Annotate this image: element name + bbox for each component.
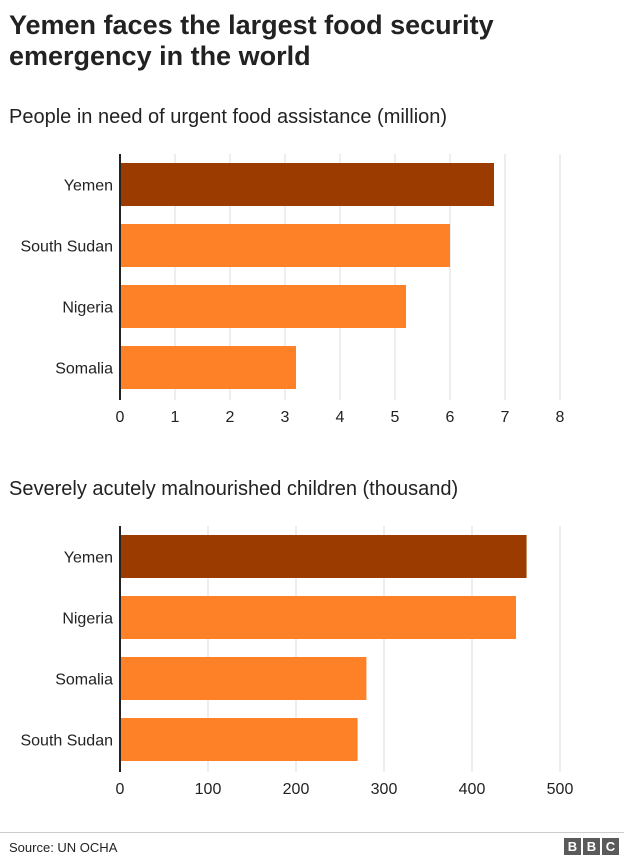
x-tick-label: 400 — [459, 781, 486, 798]
chart2-malnourished-children: Yemen Nigeria Somalia South Sudan 0 100 200 300… — [20, 526, 574, 798]
category-label: South Sudan — [20, 239, 113, 256]
footer-divider — [0, 832, 624, 833]
category-label: Nigeria — [62, 300, 113, 317]
x-tick-label: 0 — [116, 781, 125, 798]
chart1-title: People in need of urgent food assistance… — [9, 106, 448, 128]
category-label: Nigeria — [62, 611, 113, 628]
category-label: South Sudan — [20, 733, 113, 750]
x-tick-label: 0 — [116, 409, 125, 426]
bar-south-sudan — [120, 718, 358, 761]
x-tick-label: 4 — [336, 409, 345, 426]
bbc-logo: B B C — [564, 838, 619, 855]
x-tick-label: 6 — [446, 409, 455, 426]
category-label: Somalia — [55, 672, 113, 689]
x-tick-label: 300 — [371, 781, 398, 798]
bar-nigeria — [120, 285, 406, 328]
x-tick-label: 5 — [391, 409, 400, 426]
x-tick-label: 3 — [281, 409, 290, 426]
bar-nigeria — [120, 596, 516, 639]
x-tick-label: 500 — [547, 781, 574, 798]
category-label: Yemen — [64, 550, 113, 567]
bar-somalia — [120, 346, 296, 389]
bar-yemen — [120, 163, 494, 206]
category-label: Yemen — [64, 178, 113, 195]
bar-south-sudan — [120, 224, 450, 267]
x-tick-label: 8 — [556, 409, 565, 426]
chart2-title: Severely acutely malnourished children (… — [9, 478, 459, 500]
bbc-logo-letter: B — [564, 838, 581, 855]
bbc-logo-letter: B — [583, 838, 600, 855]
source-note: Source: UN OCHA — [9, 840, 118, 855]
chart1-food-assistance: Yemen South Sudan Nigeria Somalia 0 1 2 3 4 5 6 7 8 — [20, 154, 565, 426]
bbc-logo-letter: C — [602, 838, 619, 855]
x-tick-label: 200 — [283, 781, 310, 798]
x-tick-label: 1 — [171, 409, 180, 426]
bar-somalia — [120, 657, 367, 700]
category-label: Somalia — [55, 361, 113, 378]
x-tick-label: 7 — [501, 409, 510, 426]
x-tick-label: 100 — [195, 781, 222, 798]
bar-yemen — [120, 535, 527, 578]
chart-title: Yemen faces the largest food security em… — [9, 10, 494, 71]
x-tick-label: 2 — [226, 409, 235, 426]
